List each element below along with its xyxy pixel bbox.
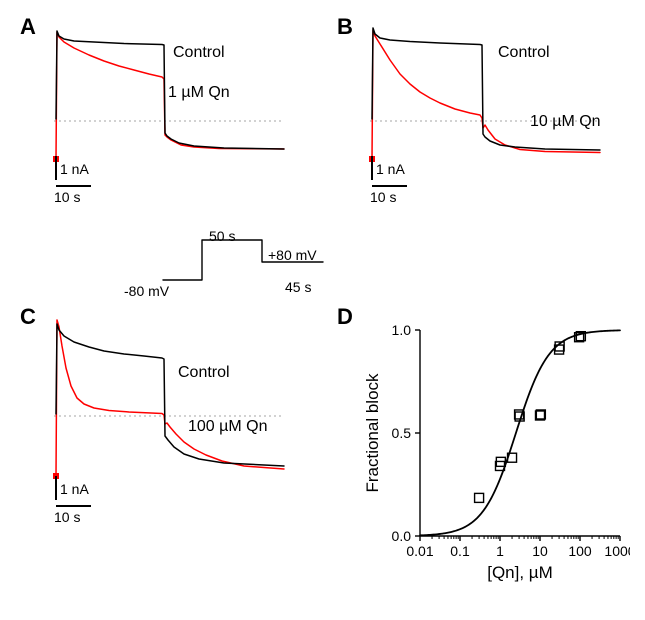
panel-D-svg: 0.01 0.1 1 10 100 1000 0.0 0.5 1.0 [Qn], µM Fracti… — [358, 322, 630, 594]
svg-text:1.0: 1.0 — [392, 322, 412, 338]
panel-label-B: B — [337, 14, 353, 40]
svg-text:10: 10 — [532, 543, 548, 559]
svg-text:1: 1 — [496, 543, 504, 559]
panel-label-A: A — [20, 14, 36, 40]
svg-text:[Qn], µM: [Qn], µM — [487, 563, 553, 582]
panel-label-C: C — [20, 304, 36, 330]
protocol-left: -80 mV — [124, 283, 169, 299]
svg-text:0.01: 0.01 — [406, 543, 433, 559]
svg-text:1 nA: 1 nA — [60, 481, 89, 497]
trace-treated-C — [56, 320, 284, 476]
trace-control-B — [372, 28, 600, 150]
anno-control-A: Control — [173, 44, 225, 62]
anno-cond-A: 1 µM Qn — [168, 84, 230, 102]
svg-text:0.0: 0.0 — [392, 528, 412, 544]
svg-text:0.5: 0.5 — [392, 425, 412, 441]
trace-control-C — [56, 324, 284, 466]
svg-text:1 nA: 1 nA — [376, 161, 405, 177]
svg-text:1 nA: 1 nA — [60, 161, 89, 177]
svg-text:0.1: 0.1 — [450, 543, 470, 559]
anno-control-C: Control — [178, 364, 230, 382]
svg-text:10 s: 10 s — [370, 189, 396, 205]
anno-cond-B: 10 µM Qn — [530, 113, 601, 131]
svg-text:1000: 1000 — [604, 543, 630, 559]
anno-control-B: Control — [498, 44, 550, 62]
svg-text:10 s: 10 s — [54, 189, 80, 205]
svg-text:100: 100 — [568, 543, 592, 559]
trace-treated-B — [372, 30, 600, 159]
figure-root: A1 nA10 sControl1 µM QnB1 nA10 sControl1… — [0, 0, 645, 620]
svg-text:Fractional block: Fractional block — [363, 373, 382, 493]
panel-A-svg: 1 nA 10 s — [44, 26, 299, 210]
anno-cond-C: 100 µM Qn — [188, 418, 267, 436]
fit-curve — [420, 330, 620, 535]
protocol-tail: 45 s — [285, 279, 311, 295]
svg-text:10 s: 10 s — [54, 509, 80, 525]
panel-label-D: D — [337, 304, 353, 330]
protocol-top: 50 s — [209, 228, 235, 244]
protocol-right: +80 mV — [268, 247, 317, 263]
